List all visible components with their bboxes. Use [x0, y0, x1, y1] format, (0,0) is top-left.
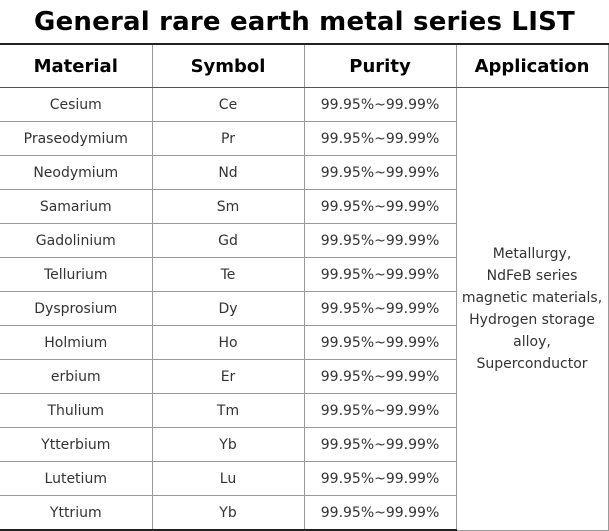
table-row: Neodymium Nd 99.95%~99.99% [0, 155, 608, 190]
cell-symbol: Tm [151, 393, 305, 428]
cell-symbol: Te [151, 257, 305, 292]
cell-symbol: Ho [151, 325, 305, 360]
cell-symbol: Yb [151, 427, 305, 462]
cell-material: Cesium [0, 87, 153, 122]
table-row: Cesium Ce 99.95%~99.99% Metallurgy, NdFeB se… [0, 87, 609, 531]
application-line: Superconductor [476, 355, 588, 372]
cell-application: Metallurgy, NdFeB series magnetic material… [455, 87, 609, 531]
application-line: NdFeB series [486, 267, 578, 284]
cell-symbol: Nd [151, 155, 305, 190]
application-line: Metallurgy, [492, 245, 572, 262]
table-row: Gadolinium Gd 99.95%~99.99% [0, 223, 608, 258]
table-row: erbium Er 99.95%~99.99% [0, 359, 608, 394]
header-material: Material [0, 43, 153, 88]
cell-symbol: Yb [151, 495, 305, 531]
cell-material: Lutetium [0, 461, 153, 496]
cell-purity: 99.95%~99.99% [303, 393, 457, 428]
table-row: Ytterbium Yb 99.95%~99.99% [0, 427, 608, 462]
cell-material: erbium [0, 359, 153, 394]
cell-purity: 99.95%~99.99% [303, 325, 457, 360]
cell-material: Tellurium [0, 257, 153, 292]
table-row: Samarium Sm 99.95%~99.99% [0, 189, 608, 224]
cell-material: Thulium [0, 393, 153, 428]
cell-symbol: Dy [151, 291, 305, 326]
cell-material: Holmium [0, 325, 153, 360]
cell-purity: 99.95%~99.99% [303, 427, 457, 462]
table-header-row: Material Symbol Purity Application [0, 43, 609, 88]
header-application: Application [455, 43, 609, 88]
rare-earth-table: Material Symbol Purity Application Cesiu… [0, 43, 609, 531]
cell-symbol: Pr [151, 121, 305, 156]
cell-purity: 99.95%~99.99% [303, 359, 457, 394]
table-row: Tellurium Te 99.95%~99.99% [0, 257, 608, 292]
application-line: alloy, [513, 333, 551, 350]
cell-purity: 99.95%~99.99% [303, 495, 457, 531]
cell-material: Yttrium [0, 495, 153, 531]
cell-purity: 99.95%~99.99% [303, 155, 457, 190]
cell-material: Ytterbium [0, 427, 153, 462]
application-line: magnetic materials, [461, 289, 603, 306]
cell-purity: 99.95%~99.99% [303, 291, 457, 326]
cell-purity: 99.95%~99.99% [303, 87, 457, 122]
cell-material: Dysprosium [0, 291, 153, 326]
cell-symbol: Gd [151, 223, 305, 258]
cell-material: Gadolinium [0, 223, 153, 258]
cell-symbol: Er [151, 359, 305, 394]
cell-material: Praseodymium [0, 121, 153, 156]
table-body: Cesium Ce 99.95%~99.99% Metallurgy, NdFeB se… [0, 87, 609, 531]
cell-symbol: Sm [151, 189, 305, 224]
cell-material: Samarium [0, 189, 153, 224]
application-line: Hydrogen storage [469, 311, 595, 328]
cell-purity: 99.95%~99.99% [303, 189, 457, 224]
table-row: Holmium Ho 99.95%~99.99% [0, 325, 608, 360]
cell-symbol: Lu [151, 461, 305, 496]
table-row: Lutetium Lu 99.95%~99.99% [0, 461, 608, 496]
cell-purity: 99.95%~99.99% [303, 257, 457, 292]
header-symbol: Symbol [151, 43, 305, 88]
cell-purity: 99.95%~99.99% [303, 223, 457, 258]
header-purity: Purity [303, 43, 457, 88]
cell-purity: 99.95%~99.99% [303, 121, 457, 156]
cell-material: Neodymium [0, 155, 153, 190]
cell-purity: 99.95%~99.99% [303, 461, 457, 496]
page-title: General rare earth metal series LIST [34, 7, 575, 37]
cell-symbol: Ce [151, 87, 305, 122]
